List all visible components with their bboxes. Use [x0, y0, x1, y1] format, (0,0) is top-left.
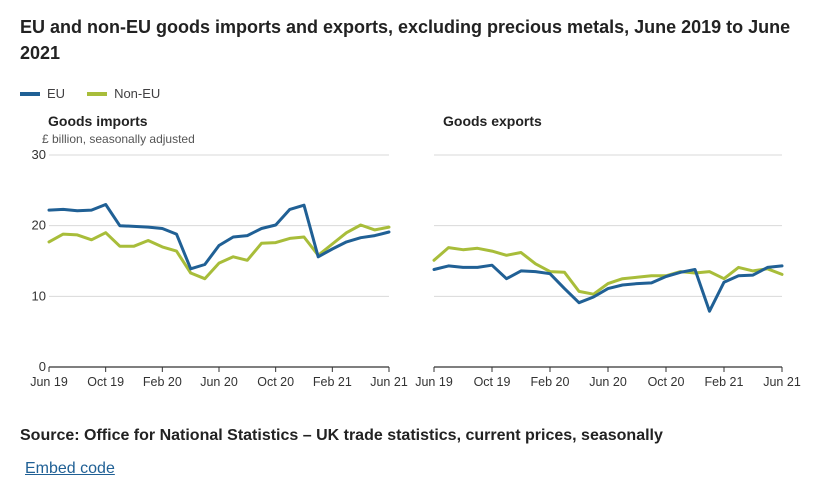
legend-label-non-eu: Non-EU: [114, 86, 161, 101]
chart-title: EU and non-EU goods imports and exports,…: [20, 17, 791, 63]
imports-x-tick-label: Jun 21: [370, 375, 408, 389]
imports-x-tick-label: Jun 20: [200, 375, 238, 389]
exports-line-non-eu: [432, 246, 784, 296]
exports-x-tick-label: Oct 20: [648, 375, 685, 389]
imports-x-tick-label: Feb 21: [313, 375, 352, 389]
imports-line-non-eu: [47, 223, 391, 281]
imports-x-tick-label: Oct 19: [87, 375, 124, 389]
embed-code-link[interactable]: Embed code: [25, 460, 115, 477]
legend-item-non-eu: Non-EU: [87, 86, 160, 101]
exports-x-tick-label: Jun 19: [415, 375, 453, 389]
imports-panel-title: Goods imports: [48, 113, 148, 129]
imports-y-tick-label: 10: [32, 288, 46, 303]
source-note: Source: Office for National Statistics –…: [20, 427, 663, 444]
legend: EU Non-EU: [20, 86, 182, 101]
imports-line-eu: [47, 203, 391, 271]
exports-x-tick-label: Feb 21: [705, 375, 744, 389]
imports-x-tick-label: Jun 19: [30, 375, 68, 389]
exports-x-tick-label: Jun 21: [763, 375, 801, 389]
imports-y-tick-label: 0: [39, 359, 46, 374]
imports-x-tick-label: Feb 20: [143, 375, 182, 389]
legend-swatch-non-eu: [87, 91, 108, 96]
imports-y-tick-label: 30: [32, 147, 46, 162]
exports-panel-title: Goods exports: [443, 113, 542, 129]
legend-item-eu: EU: [20, 86, 65, 101]
imports-x-tick-label: Oct 20: [257, 375, 294, 389]
exports-x-tick-label: Feb 20: [531, 375, 570, 389]
exports-x-tick-label: Jun 20: [589, 375, 627, 389]
y-axis-units-label: £ billion, seasonally adjusted: [42, 132, 195, 146]
imports-y-tick-label: 20: [32, 218, 46, 233]
legend-label-eu: EU: [47, 86, 66, 101]
exports-x-tick-label: Oct 19: [474, 375, 511, 389]
charts-canvas: 0 10 20 30 Jun 19 Oct 19 Feb 20 Jun 20 Oct 20 Feb…: [30, 147, 801, 389]
legend-swatch-eu: [20, 91, 40, 96]
exports-line-eu: [432, 263, 784, 313]
